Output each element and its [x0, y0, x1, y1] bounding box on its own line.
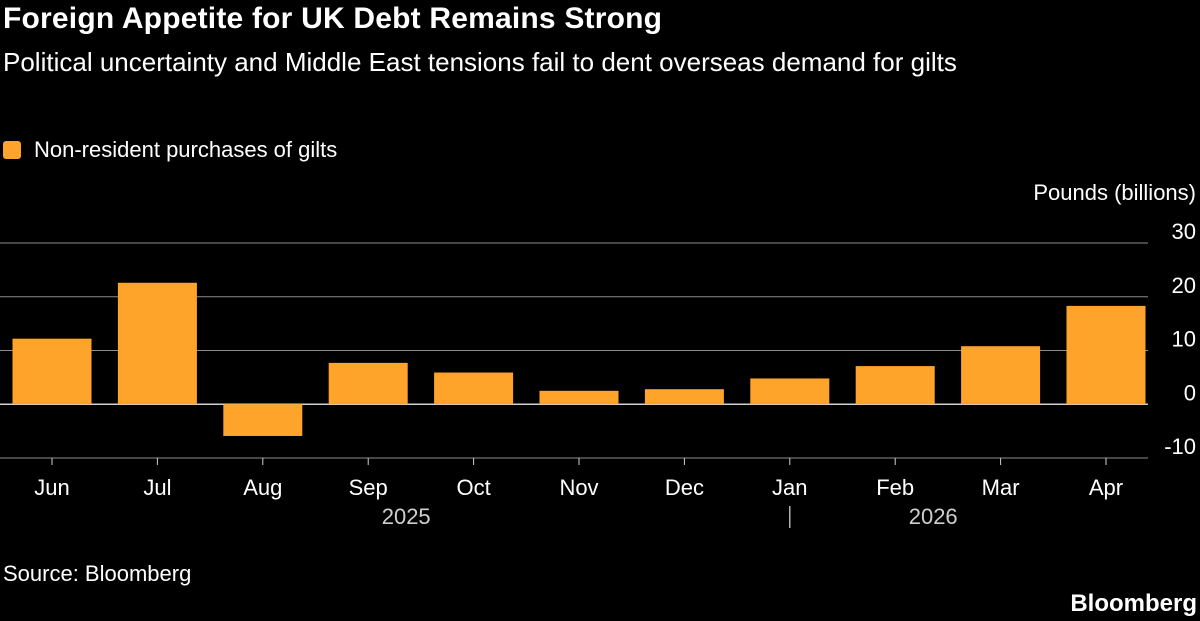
bar-jun	[12, 338, 92, 405]
bloomberg-logo: Bloomberg	[1070, 590, 1197, 617]
bar-feb	[855, 366, 935, 405]
x-tick-label: Feb	[876, 475, 914, 500]
legend-label: Non-resident purchases of gilts	[34, 137, 338, 162]
y-tick-label: 30	[1172, 219, 1196, 244]
bar-mar	[961, 346, 1041, 405]
y-tick-label: 0	[1184, 380, 1196, 405]
x-tick-label: Apr	[1089, 475, 1123, 500]
x-tick-label: Nov	[559, 475, 598, 500]
x-tick-label: Jun	[34, 475, 69, 500]
x-tick-label: Mar	[982, 475, 1020, 500]
y-tick-label: -10	[1164, 434, 1196, 459]
bar-aug	[223, 404, 303, 436]
y-axis-unit-label: Pounds (billions)	[1033, 180, 1196, 205]
x-tick-label: Jan	[772, 475, 807, 500]
x-tick-label: Oct	[456, 475, 490, 500]
chart-title: Foreign Appetite for UK Debt Remains Str…	[3, 2, 663, 35]
y-tick-label: 10	[1172, 327, 1196, 352]
y-tick-label: 20	[1172, 273, 1196, 298]
bar-nov	[539, 390, 619, 405]
bar-sep	[328, 362, 408, 405]
x-tick-label: Sep	[349, 475, 388, 500]
bar-jan	[750, 378, 830, 405]
x-tick-label: Aug	[243, 475, 282, 500]
axes: 30 20 10 0 -10 Jun Jul Aug Sep Oct Nov Dec Jan Feb Mar…	[34, 219, 1196, 529]
chart-subtitle: Political uncertainty and Middle East te…	[3, 47, 957, 77]
legend-swatch	[3, 141, 21, 159]
year-label: 2025	[382, 504, 431, 529]
source-note: Source: Bloomberg	[3, 561, 192, 586]
year-label: 2026	[909, 504, 958, 529]
x-tick-label: Jul	[143, 475, 171, 500]
x-tick-label: Dec	[665, 475, 704, 500]
bar-jul	[117, 282, 197, 405]
bar-apr	[1066, 305, 1146, 405]
bars	[12, 282, 1146, 436]
bar-dec	[644, 389, 724, 405]
legend: Non-resident purchases of gilts	[3, 137, 337, 163]
bar-oct	[434, 372, 514, 405]
